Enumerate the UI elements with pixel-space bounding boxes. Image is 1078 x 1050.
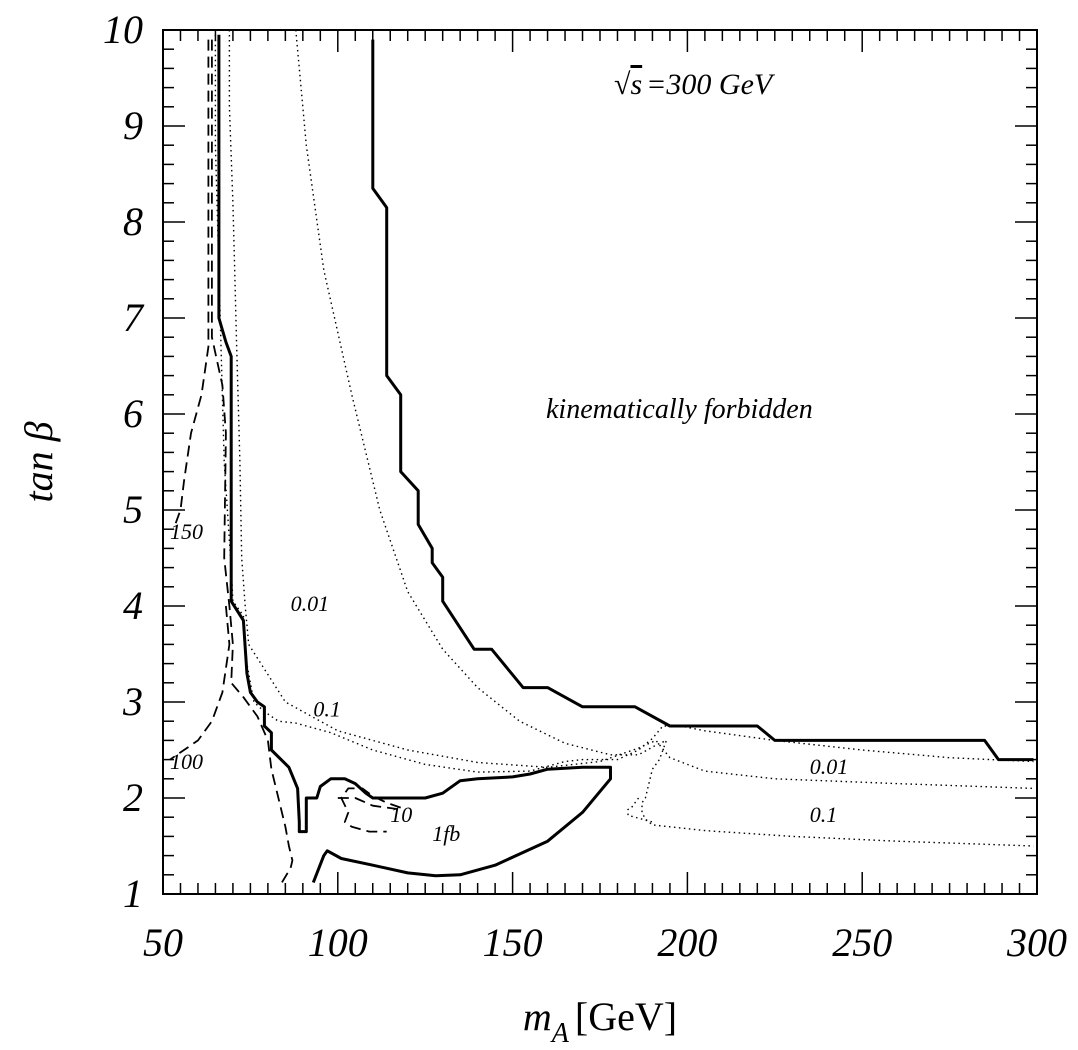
contour-line-dashed	[211, 39, 294, 883]
y-tick-label: 10	[103, 7, 143, 52]
x-axis-subscript: A	[550, 1018, 570, 1049]
contour-label: 150	[170, 519, 203, 544]
y-axis-title: tan β	[16, 421, 61, 502]
contour-label: 100	[170, 749, 203, 774]
contour-line-dashed	[337, 797, 401, 811]
y-tick-label: 1	[123, 871, 143, 916]
y-tick-label: 5	[123, 487, 143, 532]
y-tick-label: 8	[123, 199, 143, 244]
contour-label: 1fb	[432, 821, 460, 846]
contour-line-dotted	[627, 797, 653, 823]
y-tick-label: 3	[122, 679, 143, 724]
sqrt-sign: √	[614, 68, 631, 101]
contour-curves	[169, 29, 1034, 884]
y-tick-label: 7	[123, 295, 145, 340]
region-label: kinematically forbidden	[546, 394, 813, 425]
x-axis-symbol: m	[523, 994, 552, 1039]
x-axis-unit: [GeV]	[575, 994, 677, 1039]
axis-ticks	[162, 29, 1038, 895]
contour-label: 0.01	[291, 591, 330, 616]
contour-label: 0.01	[810, 754, 849, 779]
x-axis-title: mA [GeV]	[523, 994, 677, 1049]
contour-line-dashed	[169, 605, 231, 761]
contour-label: 10	[390, 802, 412, 827]
contour-label: 0.1	[313, 696, 341, 721]
y-tick-label: 6	[123, 391, 143, 436]
contour-line-dashed	[172, 39, 210, 530]
plot-frame	[162, 29, 1038, 895]
contour-labels: 150 0.01 0.1 100 10 1fb 0.01 0.1	[170, 519, 848, 846]
contour-line-dotted	[214, 34, 1034, 773]
y-tick-label: 9	[123, 103, 143, 148]
energy-label: √s =300 GeV	[614, 68, 776, 101]
contour-label: 0.1	[810, 802, 838, 827]
contour-line-solid	[217, 34, 612, 884]
x-tick-label: 150	[483, 920, 543, 965]
x-tick-label: 50	[143, 920, 183, 965]
x-tick-labels: 50 100 150 200 250 300	[143, 920, 1067, 965]
energy-value: =300 GeV	[646, 68, 776, 101]
y-tick-labels: 1 2 3 4 5 6 7 8 9 10	[103, 7, 145, 916]
x-tick-label: 200	[657, 920, 717, 965]
contour-line-dashed	[371, 39, 1034, 761]
y-tick-label: 4	[123, 583, 143, 628]
x-tick-label: 250	[832, 920, 892, 965]
y-tick-label: 2	[123, 775, 143, 820]
sqrt-s-symbol: s	[630, 68, 642, 101]
x-tick-label: 300	[1006, 920, 1067, 965]
x-tick-label: 100	[308, 920, 368, 965]
